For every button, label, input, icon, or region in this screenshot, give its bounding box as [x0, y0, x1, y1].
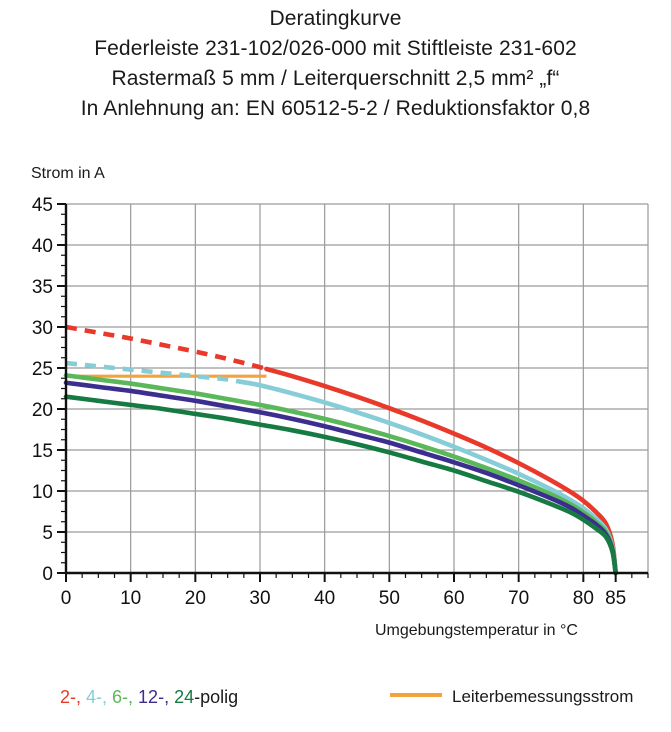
series-6-polig — [63, 373, 618, 576]
y-tick-label: 15 — [32, 441, 53, 462]
axis-ticks: 0 10 20 30 40 50 60 70 80 85 0 5 10 15 20 25 30 35 40 45 — [32, 195, 626, 609]
chart-legend: 2-, 4-, 6-, 12-, 24-polig Leiterbemessun… — [0, 684, 671, 724]
rated-current-swatch-icon — [390, 693, 442, 697]
series-line-solid — [238, 379, 618, 576]
x-tick-label: 85 — [605, 588, 626, 609]
y-tick-label: 35 — [32, 277, 53, 298]
x-tick-label: 20 — [185, 588, 206, 609]
series-2-polig — [65, 324, 618, 576]
series-line-dashed — [65, 360, 242, 385]
series-line-solid — [63, 373, 618, 576]
y-tick-label: 0 — [42, 564, 53, 585]
legend-item-2: 4-, — [86, 687, 113, 707]
legend-rated-current-label: Leiterbemessungsstrom — [452, 687, 634, 706]
legend-rated-current: Leiterbemessungsstrom — [390, 684, 633, 710]
legend-item-5: 24 — [174, 687, 195, 707]
chart-title-block: Deratingkurve Federleiste 231-102/026-00… — [0, 4, 671, 124]
x-tick-label: 60 — [443, 588, 464, 609]
legend-item-4: 12-, — [138, 687, 175, 707]
series-line-dashed — [65, 324, 268, 372]
title-line-4: In Anlehnung an: EN 60512-5-2 / Reduktio… — [80, 97, 591, 120]
y-tick-label: 25 — [32, 359, 53, 380]
x-tick-label: 10 — [120, 588, 141, 609]
title-line-3: Rastermaß 5 mm / Leiterquerschnitt 2,5 m… — [111, 67, 560, 90]
series-24-polig — [63, 394, 618, 576]
series-line-solid — [264, 366, 618, 576]
title-line-1: Deratingkurve — [269, 7, 402, 30]
y-tick-label: 30 — [32, 318, 53, 339]
series-line-solid — [63, 394, 618, 576]
x-tick-label: 50 — [379, 588, 400, 609]
x-tick-label: 30 — [249, 588, 270, 609]
derating-plot: 0 10 20 30 40 50 60 70 80 85 0 5 10 15 20 25 30 35 40 45 — [32, 195, 649, 609]
y-tick-label: 5 — [42, 523, 53, 544]
legend-item-3: 6-, — [112, 687, 139, 707]
x-tick-label: 0 — [61, 588, 72, 609]
x-tick-label: 40 — [314, 588, 335, 609]
series-4-polig — [65, 360, 618, 576]
y-axis-title: Strom in A — [31, 165, 105, 182]
y-tick-label: 45 — [32, 195, 53, 216]
title-line-2: Federleiste 231-102/026-000 mit Stiftlei… — [94, 37, 577, 60]
series-12-polig — [63, 380, 618, 576]
legend-series-poles: 2-, 4-, 6-, 12-, 24-polig — [60, 684, 238, 710]
legend-series-suffix: -polig — [194, 687, 239, 707]
series-line-solid — [63, 380, 618, 576]
x-axis-title: Umgebungstemperatur in °C — [375, 622, 578, 639]
y-tick-label: 10 — [32, 482, 53, 503]
x-tick-label: 80 — [573, 588, 594, 609]
y-tick-label: 20 — [32, 400, 53, 421]
legend-item-1: 2-, — [60, 687, 87, 707]
y-tick-label: 40 — [32, 236, 53, 257]
x-tick-label: 70 — [508, 588, 529, 609]
